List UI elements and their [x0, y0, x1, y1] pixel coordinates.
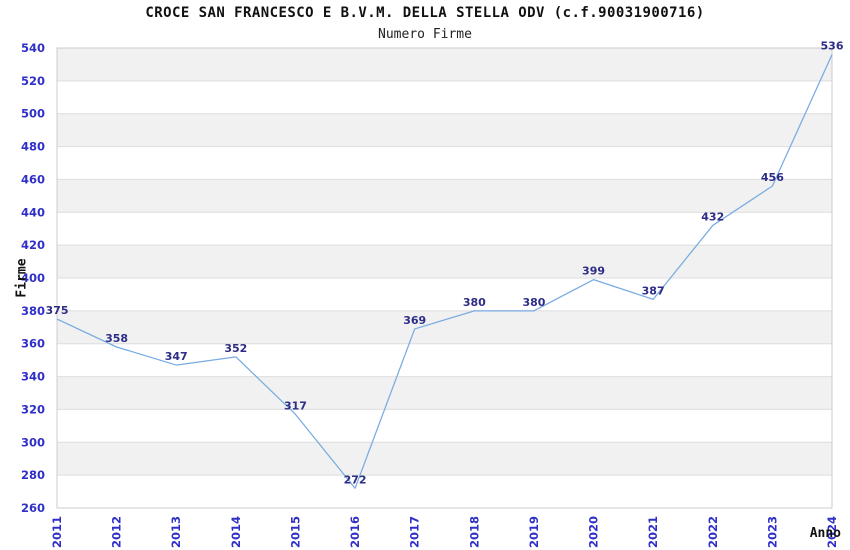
y-tick-label: 280 [21, 468, 45, 482]
x-tick-label: 2021 [646, 516, 660, 548]
y-tick-label: 300 [21, 435, 45, 449]
x-tick-label: 2020 [587, 516, 601, 548]
x-tick-label: 2017 [408, 516, 422, 548]
data-point-label: 387 [642, 284, 665, 297]
data-point-label: 399 [582, 265, 605, 278]
y-tick-label: 320 [21, 402, 45, 416]
x-tick-label: 2014 [229, 516, 243, 548]
chart-title: CROCE SAN FRANCESCO E B.V.M. DELLA STELL… [145, 5, 705, 21]
plot-band [57, 310, 832, 344]
x-tick-label: 2015 [288, 516, 302, 548]
y-tick-label: 420 [21, 238, 45, 252]
data-point-label: 317 [284, 399, 307, 412]
data-point-label: 369 [403, 314, 426, 327]
chart-subtitle: Numero Firme [378, 27, 472, 42]
data-point-label: 456 [761, 171, 784, 184]
y-tick-label: 380 [21, 304, 45, 318]
plot-band [57, 48, 832, 81]
plot-band [57, 113, 832, 147]
data-point-label: 380 [522, 296, 545, 309]
plot-band [57, 245, 832, 278]
plot-band [57, 442, 832, 476]
x-tick-label: 2016 [348, 516, 362, 548]
data-point-label: 380 [463, 296, 486, 309]
data-point-label: 536 [821, 40, 844, 53]
plot-border [56, 47, 833, 509]
plot-band [57, 179, 832, 213]
data-point-label: 347 [165, 350, 188, 363]
data-point-label: 432 [701, 210, 724, 223]
data-point-label: 272 [344, 473, 367, 486]
y-tick-label: 260 [21, 501, 45, 515]
x-tick-label: 2018 [467, 516, 481, 548]
data-point-label: 352 [224, 342, 247, 355]
data-point-label: 358 [105, 332, 128, 345]
y-tick-label: 540 [21, 41, 45, 55]
x-tick-label: 2011 [50, 516, 64, 548]
x-tick-label: 2012 [110, 516, 124, 548]
x-axis-title: Anno [809, 526, 841, 541]
y-tick-label: 480 [21, 140, 45, 154]
data-point-label: 375 [46, 304, 69, 317]
y-tick-label: 400 [21, 271, 45, 285]
plot-band [57, 376, 832, 410]
x-tick-label: 2019 [527, 516, 541, 548]
y-tick-label: 360 [21, 337, 45, 351]
x-tick-label: 2023 [765, 516, 779, 548]
y-tick-label: 520 [21, 74, 45, 88]
x-tick-label: 2024 [825, 516, 839, 548]
series-line [56, 54, 833, 489]
y-tick-label: 500 [21, 107, 45, 121]
y-tick-label: 440 [21, 205, 45, 219]
y-axis-title: Firme [14, 258, 30, 298]
x-tick-label: 2022 [706, 516, 720, 548]
y-tick-label: 460 [21, 172, 45, 186]
y-tick-label: 340 [21, 370, 45, 384]
x-tick-label: 2013 [169, 516, 183, 548]
